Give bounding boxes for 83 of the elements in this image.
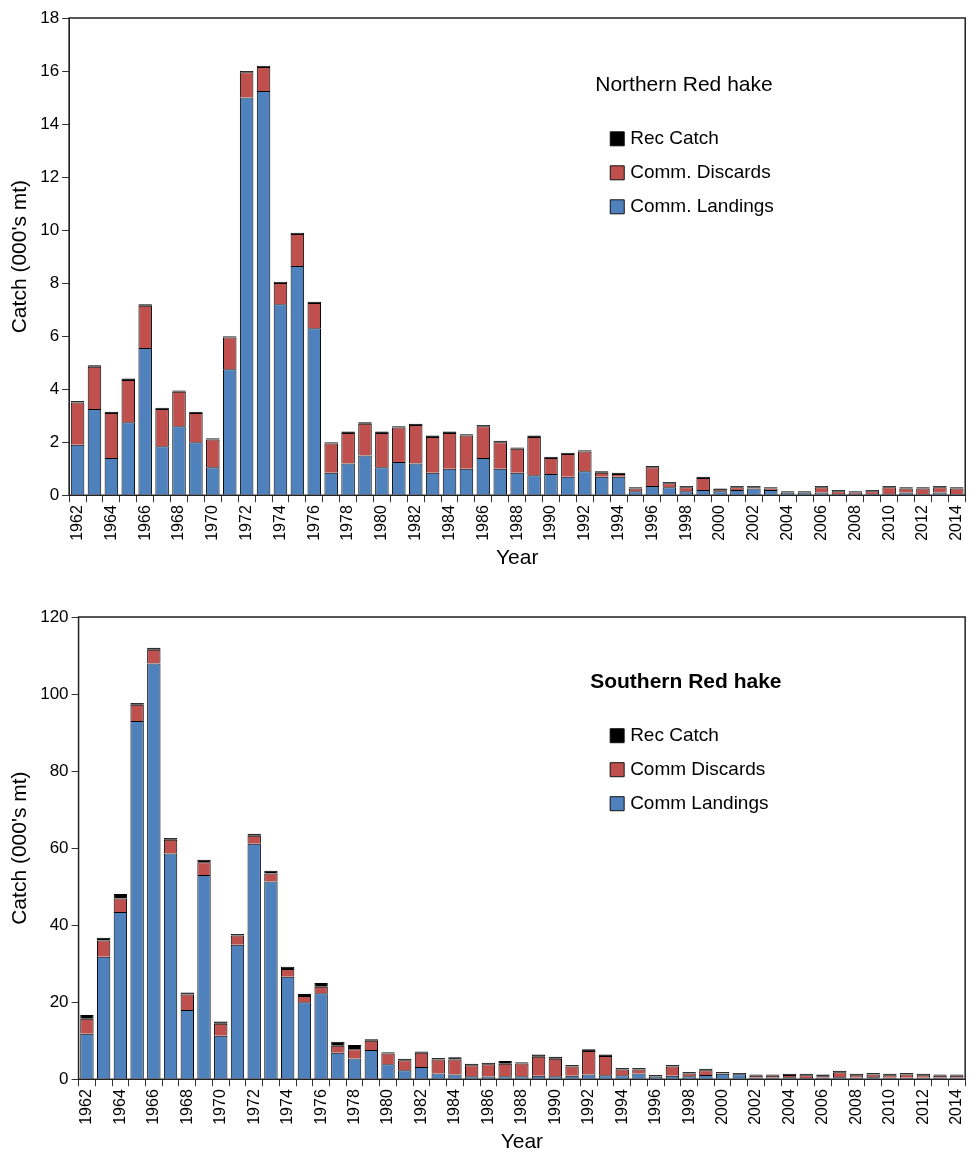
text: Southern Red hake — [590, 668, 782, 692]
x-tick-label: 1998 — [676, 505, 694, 541]
x-tick-label: 1974 — [270, 505, 288, 541]
x-tick-label: 2008 — [846, 1089, 864, 1125]
x-tick-label: 1988 — [507, 505, 525, 541]
x-tick-label: 1986 — [478, 1089, 496, 1125]
legend-label: Rec Catch — [630, 127, 719, 149]
x-tick-label: 1964 — [110, 1089, 128, 1125]
y-tick-label: 20 — [49, 991, 69, 1011]
x-tick-label: 2010 — [880, 1089, 898, 1125]
x-tick-label: 1962 — [77, 1089, 95, 1125]
y-tick-label: 8 — [49, 272, 60, 292]
x-tick-label: 2000 — [713, 1089, 730, 1125]
x-tick-label: 1998 — [679, 1089, 697, 1125]
y-axis-title: Catch (000's mt) — [7, 179, 31, 334]
x-tick-label: 1980 — [372, 505, 390, 541]
x-tick-label: 2014 — [947, 1089, 965, 1125]
legend-label: Comm Landings — [630, 791, 769, 813]
x-tick-label: 2010 — [879, 505, 897, 541]
x-tick-label: 1962 — [67, 505, 85, 541]
x-axis-title: Year — [500, 1129, 544, 1153]
x-tick-label: 2006 — [813, 1089, 831, 1125]
legend-label: Comm Discards — [630, 757, 766, 779]
x-tick-label: 1982 — [411, 1089, 429, 1125]
y-tick-label: 14 — [40, 113, 60, 133]
x-tick-label: 1964 — [101, 505, 119, 541]
y-tick-label: 0 — [59, 1068, 69, 1088]
x-tick-label: 2012 — [913, 505, 931, 541]
y-axis-title: Catch (000's mt) — [7, 771, 31, 925]
x-tick-label: 1990 — [541, 505, 559, 541]
x-tick-label: 1980 — [378, 1089, 396, 1125]
x-tick-label: 2004 — [778, 505, 796, 541]
legend-label: Comm. Landings — [630, 195, 774, 217]
x-tick-label: 1966 — [135, 505, 153, 541]
x-tick-label: 1976 — [311, 1089, 329, 1125]
x-tick-label: 1972 — [237, 505, 255, 541]
x-tick-label: 2014 — [947, 505, 965, 541]
y-tick-label: 40 — [49, 914, 69, 934]
x-axis-title: Year — [495, 545, 539, 569]
x-tick-label: 2000 — [710, 505, 728, 541]
y-tick-label: 18 — [40, 7, 60, 27]
x-tick-label: 1970 — [211, 1089, 229, 1125]
x-tick-label: 2012 — [913, 1089, 931, 1125]
y-tick-label: 0 — [49, 484, 60, 504]
x-tick-label: 1984 — [445, 1089, 463, 1125]
y-tick-label: 2 — [49, 431, 60, 451]
x-tick-label: 2002 — [746, 1089, 764, 1125]
x-tick-label: 2006 — [811, 505, 829, 541]
x-tick-label: 1992 — [579, 1089, 597, 1125]
x-tick-label: 1986 — [473, 505, 491, 541]
x-tick-label: 1994 — [609, 505, 627, 541]
y-tick-label: 10 — [40, 219, 60, 239]
x-tick-label: 1992 — [575, 505, 593, 541]
x-tick-label: 1968 — [177, 1089, 195, 1125]
x-tick-label: 1970 — [203, 505, 221, 541]
x-tick-label: 1978 — [344, 1089, 362, 1125]
y-tick-label: 120 — [40, 606, 69, 626]
x-tick-label: 1974 — [278, 1089, 296, 1125]
x-tick-label: 1972 — [244, 1089, 262, 1125]
y-tick-label: 12 — [40, 166, 60, 186]
x-tick-label: 1978 — [338, 505, 356, 541]
x-tick-label: 1966 — [144, 1089, 162, 1125]
x-tick-label: 1996 — [642, 505, 660, 541]
y-tick-label: 100 — [40, 683, 69, 703]
x-tick-label: 1976 — [304, 505, 322, 541]
text: Northern Red hake — [595, 71, 773, 95]
x-tick-label: 2008 — [845, 505, 863, 541]
legend-label: Rec Catch — [630, 723, 719, 745]
x-tick-label: 1988 — [512, 1089, 530, 1125]
legend-label: Comm. Discards — [630, 161, 771, 183]
x-tick-label: 1968 — [169, 505, 187, 541]
y-tick-label: 6 — [49, 325, 60, 345]
x-tick-label: 1994 — [612, 1089, 630, 1125]
y-tick-label: 4 — [49, 378, 60, 398]
x-tick-label: 1990 — [545, 1089, 563, 1125]
x-tick-label: 1982 — [406, 505, 424, 541]
y-tick-label: 80 — [49, 760, 69, 780]
x-tick-label: 1996 — [646, 1089, 664, 1125]
y-tick-label: 60 — [49, 837, 69, 857]
x-tick-label: 1984 — [439, 505, 457, 541]
y-tick-label: 16 — [40, 60, 60, 80]
x-tick-label: 2002 — [744, 505, 762, 541]
x-tick-label: 2004 — [779, 1089, 797, 1125]
